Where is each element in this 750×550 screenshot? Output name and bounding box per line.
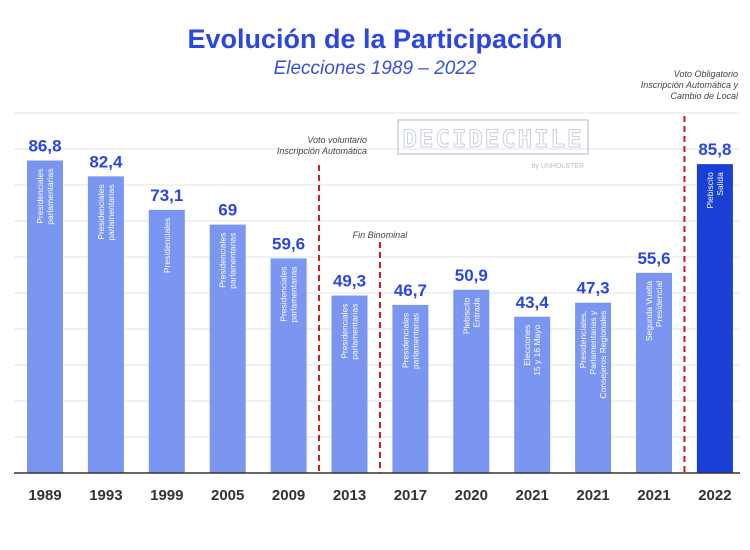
bar-inner-label-line: Presidenciales xyxy=(162,218,172,273)
bar xyxy=(514,316,551,473)
bar-inner-label-line: Presidencial xyxy=(654,281,664,327)
bar xyxy=(148,209,185,473)
bar-inner-label-line: Presidenciales xyxy=(218,233,228,288)
data-label: 73,1 xyxy=(150,186,183,205)
data-label: 50,9 xyxy=(455,266,488,285)
bar-inner-label: Plebiscito Salida xyxy=(705,172,725,209)
bar-inner-label-line: Presidenciales xyxy=(340,304,350,359)
x-tick-label: 2013 xyxy=(333,487,366,504)
data-label: 49,3 xyxy=(333,272,366,291)
bar-inner-label-line: Presidenciales xyxy=(35,169,45,224)
bar-inner-label: Presidenciales parlamentarias xyxy=(96,184,116,240)
data-label: 47,3 xyxy=(577,279,610,298)
bar xyxy=(696,164,733,473)
bar xyxy=(453,289,490,473)
bar-inner-label-line: Presidenciales xyxy=(400,313,410,368)
bar-inner-label: Presidenciales parlamentarias xyxy=(35,169,55,225)
chart-title: Evolución de la Participación xyxy=(187,24,563,54)
bar-inner-label-line: parlamentarias xyxy=(45,169,55,225)
watermark-subtext: by UNHOLSTER xyxy=(531,163,584,170)
annotation-text: Voto voluntario xyxy=(307,135,367,145)
bar xyxy=(209,224,246,473)
bar-inner-label: Segunda Vuelta Presidencial xyxy=(644,281,664,341)
bar-inner-label: Plebiscito Entrada xyxy=(461,297,481,334)
bar-inner-label: Presidenciales parlamentarias xyxy=(279,266,299,322)
data-label: 43,4 xyxy=(516,293,550,312)
x-tick-label: 2021 xyxy=(637,487,670,504)
bar-inner-label-line: Presidenciales xyxy=(96,184,106,239)
bar-inner-label: Presidenciales parlamentarias xyxy=(400,313,420,369)
data-label: 82,4 xyxy=(89,152,123,171)
annotation-text: Voto Obligatorio xyxy=(674,69,738,79)
bar-inner-label: Presidenciales, Parlamentarias y Consejero… xyxy=(578,310,608,399)
bar-inner-label: Presidenciales xyxy=(162,218,172,273)
bar-inner-label-line: Segunda Vuelta xyxy=(644,281,654,341)
chart-subtitle: Elecciones 1989 – 2022 xyxy=(273,58,477,79)
bar-inner-label-line: Presidenciales xyxy=(279,266,289,321)
bar xyxy=(392,304,429,473)
annotation-text: Inscripción Automática y xyxy=(641,80,739,90)
watermark-box xyxy=(397,119,589,155)
x-tick-label: 2017 xyxy=(394,487,427,504)
bar-inner-label-line: Elecciones xyxy=(522,325,532,366)
bar-inner-label-line: Parlamentarias y xyxy=(588,310,598,375)
bar xyxy=(636,272,672,473)
bar-inner-label-line: Salida xyxy=(715,172,725,196)
data-label: 86,8 xyxy=(28,137,61,156)
bar-inner-label-line: 15 y 16 Mayo xyxy=(532,324,542,375)
annotation-text: Cambio de Local xyxy=(670,91,739,101)
bar-inner-label-line: Plebiscito xyxy=(461,297,471,334)
bar xyxy=(575,302,612,473)
data-label: 59,6 xyxy=(272,234,305,253)
bar-inner-label-line: parlamentarias xyxy=(228,233,238,289)
bar xyxy=(27,160,63,473)
bar-inner-label-line: Consejeros Regionales xyxy=(598,311,608,399)
x-tick-label: 1989 xyxy=(28,487,61,504)
x-tick-label: 2020 xyxy=(455,487,488,504)
data-label: 69 xyxy=(218,201,237,220)
annotation-text: Fin Binominal xyxy=(353,230,409,240)
x-tick-label: 2009 xyxy=(272,487,305,504)
x-tick-label: 1999 xyxy=(150,487,183,504)
bar-inner-label-line: parlamentarias xyxy=(350,304,360,360)
bar-inner-label-line: parlamentarias xyxy=(410,313,420,369)
watermark-text: DECIDECHILE xyxy=(403,125,584,153)
bar-inner-label-line: Presidenciales, xyxy=(578,311,588,369)
bar-inner-label-line: parlamentarias xyxy=(289,266,299,322)
bar-inner-label-line: Entrada xyxy=(471,297,481,327)
bar-inner-label-line: Plebiscito xyxy=(705,172,715,209)
x-tick-label: 1993 xyxy=(89,487,122,504)
data-label: 46,7 xyxy=(394,281,427,300)
bar-inner-label: Presidenciales parlamentarias xyxy=(340,304,360,360)
bar-inner-label: Presidenciales parlamentarias xyxy=(218,233,238,289)
x-tick-label: 2021 xyxy=(516,487,549,504)
data-label: 55,6 xyxy=(637,249,670,268)
x-tick-label: 2022 xyxy=(698,487,731,504)
data-label: 85,8 xyxy=(698,140,731,159)
x-tick-label: 2005 xyxy=(211,487,244,504)
x-tick-label: 2021 xyxy=(576,487,609,504)
bar xyxy=(331,295,368,473)
annotation-text: Inscripción Automática xyxy=(277,146,367,156)
bar-inner-label: Elecciones 15 y 16 Mayo xyxy=(522,324,542,375)
bar xyxy=(87,176,124,474)
bar-inner-label-line: parlamentarias xyxy=(106,184,116,240)
bar xyxy=(270,258,307,473)
